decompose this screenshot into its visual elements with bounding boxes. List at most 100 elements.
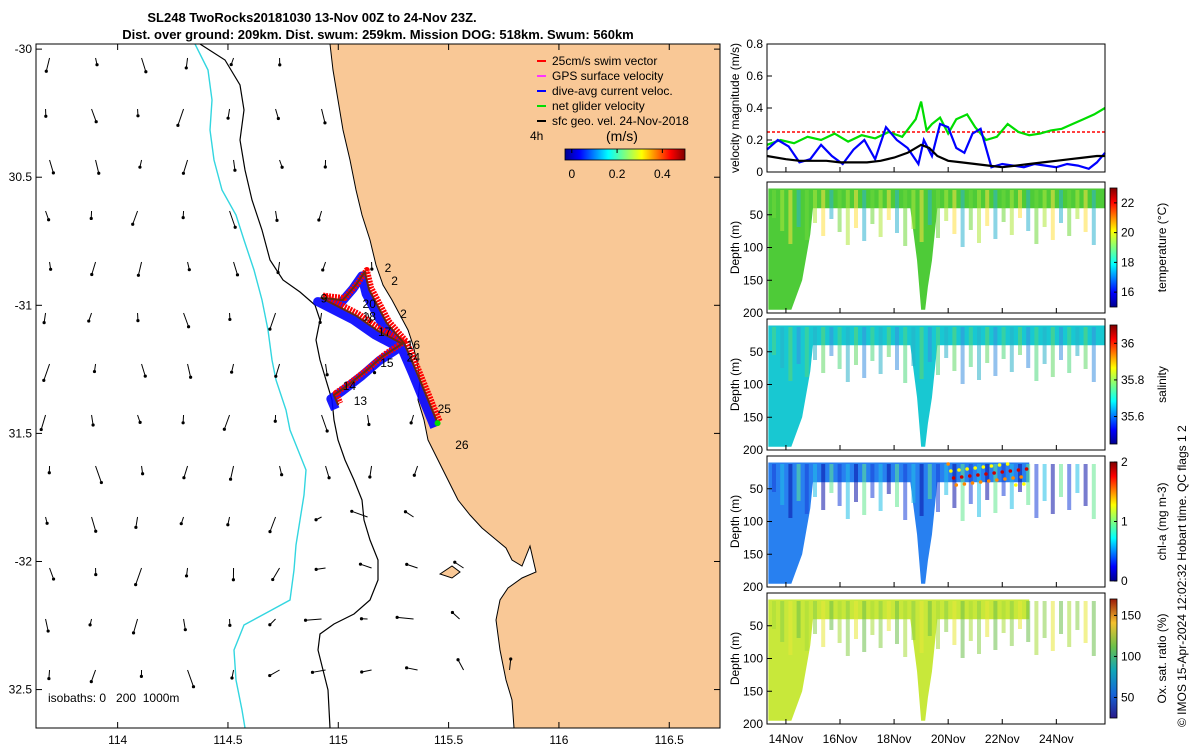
section-texture <box>878 601 883 648</box>
section-texture <box>772 190 776 218</box>
velocity-series-line <box>766 143 1105 169</box>
section-colorbar-tick-label: 35.6 <box>1121 410 1145 424</box>
sfc-geo-arrow-head <box>360 670 364 674</box>
sfc-geo-arrow <box>233 261 238 275</box>
section-texture <box>1067 601 1072 647</box>
sfc-geo-arrow-head <box>317 218 321 222</box>
sfc-geo-arrow-head <box>370 267 374 271</box>
sfc-geo-arrow-head <box>139 674 143 679</box>
section-texture <box>919 327 924 379</box>
section-texture <box>878 464 883 511</box>
sfc-geo-arrow-head <box>226 116 230 120</box>
sfc-geo-arrow <box>369 465 373 478</box>
title-line2: Dist. over ground: 209km. Dist. swum: 25… <box>122 27 634 42</box>
section-texture <box>780 464 785 505</box>
section-texture <box>780 190 785 231</box>
sfc-geo-arrow <box>43 363 51 381</box>
section-texture <box>1042 190 1047 227</box>
sfc-geo-arrow-head <box>325 373 329 377</box>
section-texture <box>772 327 776 355</box>
section-texture <box>903 327 908 383</box>
sfc-geo-arrow-head <box>45 521 49 525</box>
section-texture <box>1034 601 1039 655</box>
sfc-geo-arrow-head <box>271 577 275 582</box>
sfc-geo-arrow-head <box>273 419 277 423</box>
track-line <box>320 269 439 424</box>
section-texture <box>1075 601 1080 630</box>
sfc-geo-arrow-head <box>51 171 55 175</box>
sfc-geo-arrow-head <box>136 114 140 118</box>
sfc-geo-arrow-head <box>314 518 318 522</box>
sfc-geo-arrow-head <box>87 319 91 323</box>
sfc-geo-arrow <box>95 465 102 483</box>
section-texture <box>993 190 998 239</box>
sfc-geo-arrow-head <box>228 623 232 627</box>
sfc-geo-arrow-head <box>44 69 48 73</box>
sfc-geo-arrow-head <box>323 165 327 169</box>
section-texture <box>1083 601 1088 643</box>
sfc-geo-arrow-head <box>189 375 193 379</box>
section-colorbar-label: temperature (°C) <box>1155 203 1169 293</box>
chl-dot <box>1016 468 1021 472</box>
sfc-geo-arrow-head <box>358 562 363 566</box>
section-panel-1: 50 100 150 200 Depth (m) 35.6 35.8 36 salinity <box>728 318 1169 457</box>
section-texture <box>919 464 924 516</box>
sfc-geo-arrow-head <box>44 114 48 118</box>
chl-dot <box>954 483 959 487</box>
track-day-label: 2 <box>400 307 407 321</box>
section-texture <box>1050 601 1055 651</box>
section-texture <box>993 601 998 650</box>
sfc-geo-arrow <box>91 261 97 275</box>
section-texture <box>796 601 801 638</box>
sfc-geo-arrow-head <box>233 168 237 172</box>
legend-label: sfc geo. vel. 24-Nov-2018 <box>552 114 689 128</box>
section-texture <box>1009 601 1014 646</box>
sfc-geo-arrow <box>454 561 464 569</box>
section-texture <box>821 464 826 510</box>
section-texture <box>944 190 949 221</box>
section-texture <box>804 464 809 514</box>
sfc-geo-arrow <box>229 210 236 228</box>
sfc-geo-arrow-head <box>131 222 135 226</box>
sfc-geo-arrow-head <box>453 560 457 564</box>
sfc-geo-arrow-head <box>456 658 460 662</box>
sfc-geo-arrow <box>367 414 370 425</box>
sfc-geo-arrow <box>321 414 328 432</box>
section-texture <box>1091 327 1096 382</box>
sfc-geo-arrow-head <box>88 623 92 627</box>
section-texture <box>1034 327 1039 381</box>
sfc-geo-arrow <box>132 210 139 225</box>
section-texture <box>878 327 883 374</box>
chl-dot <box>1008 469 1013 473</box>
sfc-geo-arrow-head <box>186 325 191 329</box>
section-texture <box>993 327 998 376</box>
track-day-label: 2 <box>385 261 392 275</box>
map-colorbar-tick-label: 0.2 <box>609 167 626 181</box>
section-texture <box>944 601 949 632</box>
velocity-y-tick-label: 0.4 <box>746 101 763 115</box>
section-texture <box>829 601 834 630</box>
sfc-geo-arrow <box>49 159 54 174</box>
section-texture <box>1075 327 1080 356</box>
section-texture <box>1042 464 1047 501</box>
chl-dot <box>989 464 994 468</box>
section-texture <box>796 190 801 227</box>
section-texture <box>944 464 949 495</box>
map-y-tick-label: 31.5 <box>9 426 33 440</box>
map-frame <box>35 43 721 729</box>
sfc-geo-arrow <box>185 57 189 68</box>
sfc-geo-arrow-head <box>131 631 136 635</box>
section-texture <box>813 190 817 223</box>
title-line1: SL248 TwoRocks20181030 13-Nov 00Z to 24-… <box>147 10 476 25</box>
sfc-geo-arrow-head <box>92 369 97 374</box>
sfc-geo-arrow <box>406 563 418 569</box>
track-day-label: 15 <box>380 356 394 370</box>
chl-dot <box>986 479 991 483</box>
sfc-geo-arrow-head <box>90 272 94 277</box>
velocity-y-tick-label: 0.8 <box>746 37 763 51</box>
legend-label: dive-avg current veloc. <box>552 84 673 98</box>
track-day-label: 26 <box>455 438 469 452</box>
section-texture <box>886 464 891 494</box>
sfc-geo-arrow <box>272 567 280 580</box>
section-texture <box>829 190 834 219</box>
